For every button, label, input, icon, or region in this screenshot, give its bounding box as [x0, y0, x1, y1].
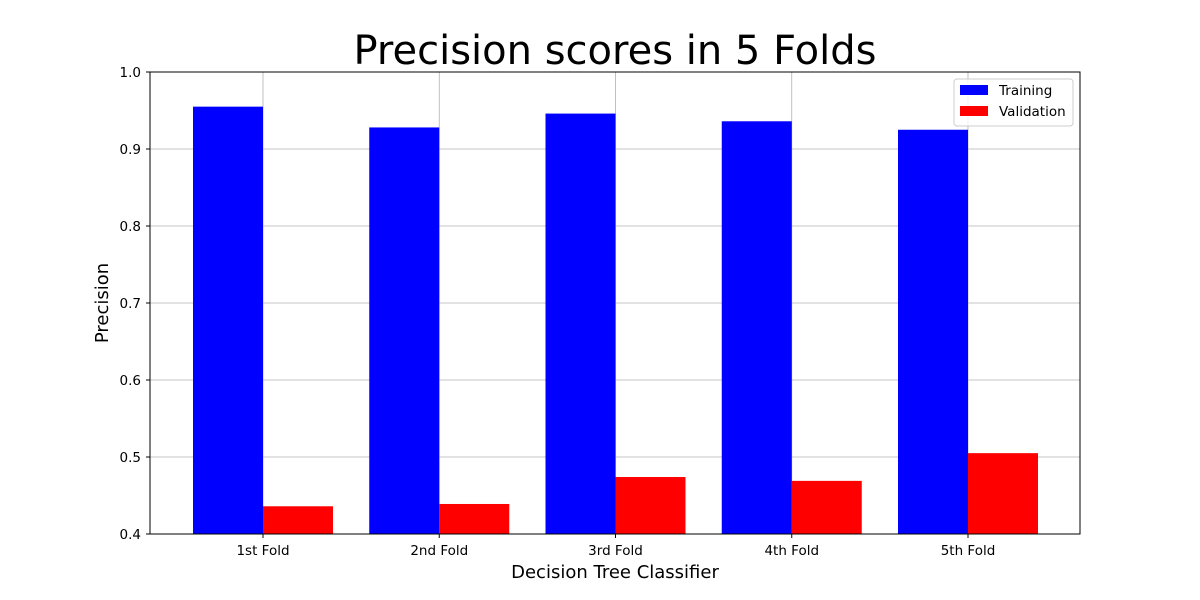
y-tick-label: 0.8: [120, 219, 141, 235]
x-axis-label: Decision Tree Classifier: [511, 562, 719, 583]
x-axis: 1st Fold 2nd Fold 3rd Fold 4th Fold 5th Fold: [236, 534, 995, 559]
bar-training-2: [369, 127, 440, 534]
x-tick-label: 3rd Fold: [588, 543, 643, 559]
bar-training-1: [193, 106, 263, 535]
legend: Training Validation: [953, 78, 1074, 127]
legend-label-validation: Validation: [999, 104, 1066, 120]
bar-validation-4: [791, 480, 862, 534]
bar-validation-1: [263, 506, 333, 534]
x-tick-label: 2nd Fold: [410, 543, 468, 559]
legend-swatch-training: [960, 85, 988, 95]
bar-training-4: [721, 121, 792, 534]
bar-validation-2: [439, 503, 510, 534]
bar-validation-3: [615, 477, 686, 534]
bar-training-5: [898, 129, 968, 534]
x-tick-label: 4th Fold: [764, 543, 819, 559]
x-tick-label: 5th Fold: [941, 543, 996, 559]
y-tick-label: 1.0: [120, 65, 141, 81]
legend-label-training: Training: [998, 83, 1052, 99]
bars: [193, 106, 1038, 535]
y-tick-label: 0.7: [120, 296, 141, 312]
x-tick-label: 1st Fold: [236, 543, 289, 559]
bar-validation-5: [968, 453, 1038, 534]
y-tick-label: 0.6: [120, 373, 141, 389]
legend-swatch-validation: [960, 106, 988, 116]
y-tick-label: 0.9: [120, 142, 141, 158]
y-tick-label: 0.5: [120, 450, 141, 466]
y-axis: 0.4 0.5 0.6 0.7 0.8 0.9 1.0: [120, 65, 150, 543]
chart-title: Precision scores in 5 Folds: [354, 28, 877, 74]
y-tick-label: 0.4: [120, 527, 141, 543]
bar-training-3: [545, 113, 616, 534]
y-axis-label: Precision: [92, 263, 113, 343]
